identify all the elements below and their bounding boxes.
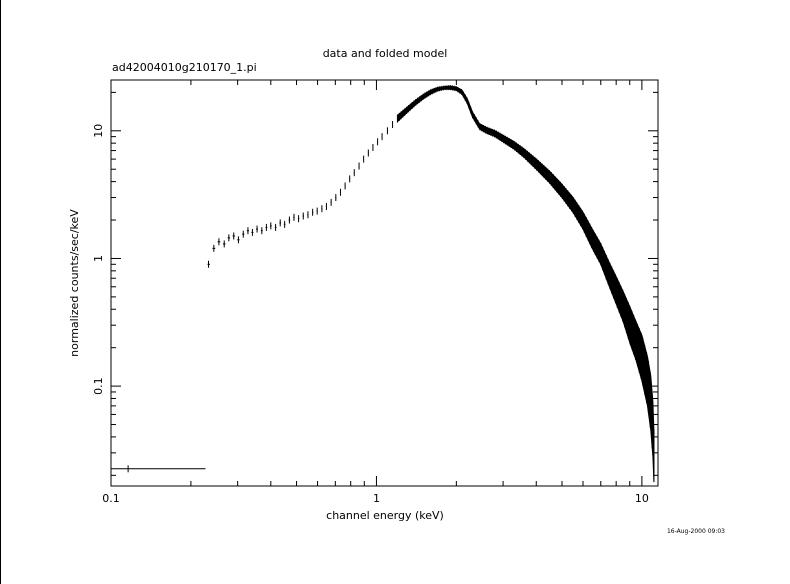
data-point — [256, 225, 259, 233]
data-series — [111, 85, 655, 483]
chart-subtitle: ad42004010g210170_1.pi — [112, 61, 257, 74]
data-point — [312, 208, 314, 216]
data-point — [392, 121, 394, 129]
x-tick-label: 0.1 — [102, 492, 120, 505]
data-point — [302, 212, 304, 220]
data-point — [212, 244, 216, 252]
data-point — [260, 227, 263, 235]
data-point — [353, 169, 355, 177]
y-axis-label: normalized counts/sec/keV — [68, 209, 81, 357]
data-point — [363, 155, 365, 163]
window-left-border — [0, 0, 1, 584]
data-point — [297, 215, 300, 223]
data-point — [293, 213, 295, 221]
data-point — [217, 238, 221, 246]
data-point — [232, 232, 235, 240]
data-point — [358, 162, 360, 170]
x-axis-label: channel energy (keV) — [326, 509, 444, 522]
data-point — [377, 138, 379, 146]
data-point — [335, 194, 337, 202]
data-point — [349, 175, 351, 183]
data-point — [288, 216, 291, 224]
data-point — [339, 188, 341, 196]
data-point — [316, 207, 318, 215]
data-point — [265, 223, 268, 231]
data-point — [227, 234, 231, 242]
x-tick-label: 1 — [373, 492, 380, 505]
data-point — [237, 236, 240, 244]
data-point — [222, 240, 226, 248]
tick-labels: 0.1 1 10 0.1 1 10 — [92, 124, 649, 505]
data-point — [367, 149, 369, 157]
plot-frame — [110, 79, 659, 487]
data-point — [279, 219, 282, 227]
data-point — [246, 227, 249, 235]
data-point — [207, 260, 210, 268]
data-point — [307, 211, 309, 219]
data-point — [283, 220, 286, 228]
data-point — [372, 143, 374, 151]
x-tick-label: 10 — [635, 492, 649, 505]
y-tick-label: 10 — [92, 124, 105, 138]
data-point — [330, 198, 332, 206]
data-point — [321, 205, 323, 213]
chart-title: data and folded model — [323, 47, 448, 60]
timestamp: 16-Aug-2000 09:03 — [667, 528, 725, 535]
data-point — [111, 465, 206, 473]
data-point — [344, 182, 346, 190]
data-point — [269, 222, 272, 230]
data-point — [274, 223, 277, 231]
tick-marks — [110, 80, 658, 486]
data-point — [325, 203, 327, 211]
data-point — [251, 228, 254, 236]
data-point — [386, 127, 388, 135]
data-point — [242, 230, 245, 238]
y-tick-label: 0.1 — [92, 377, 105, 395]
y-tick-label: 1 — [92, 255, 105, 262]
data-point — [381, 133, 383, 141]
